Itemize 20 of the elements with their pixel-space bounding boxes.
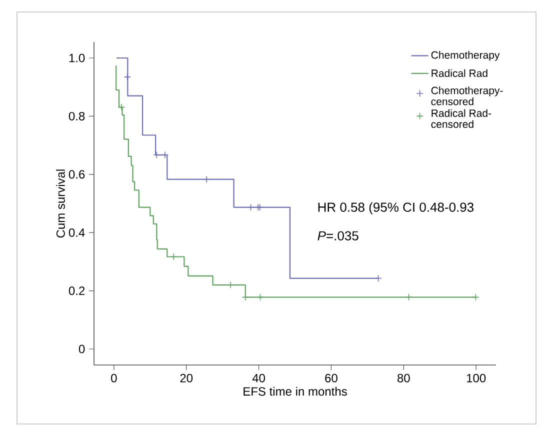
y-tick-label: 1.0 bbox=[69, 54, 85, 62]
y-tick-label: 0.8 bbox=[68, 112, 85, 120]
x-tick-label: 100 bbox=[466, 374, 486, 382]
x-tick-label: 20 bbox=[180, 374, 193, 382]
legend-label: Radical Rad bbox=[432, 69, 488, 77]
x-tick-label: 0 bbox=[111, 374, 117, 382]
y-tick-label: 0.6 bbox=[68, 170, 85, 179]
y-tick-label: 0.2 bbox=[68, 286, 85, 296]
legend-label: Radical Rad-censored bbox=[431, 109, 492, 128]
annotation: P=.035 bbox=[318, 231, 358, 240]
x-tick-label: 80 bbox=[397, 374, 410, 382]
annotation: HR 0.58 (95% CI 0.48-0.93 bbox=[318, 202, 474, 214]
legend-label: Chemotherapy-censored bbox=[431, 86, 503, 106]
y-tick-label: 0.4 bbox=[68, 228, 85, 237]
x-tick-label: 60 bbox=[325, 374, 338, 382]
y-axis-title: Cum survival bbox=[56, 170, 65, 238]
y-tick-label: 0 bbox=[78, 344, 85, 354]
x-axis-title: EFS time in months bbox=[244, 386, 347, 396]
x-tick-label: 40 bbox=[252, 374, 265, 382]
legend-label: Chemotherapy bbox=[431, 51, 500, 61]
